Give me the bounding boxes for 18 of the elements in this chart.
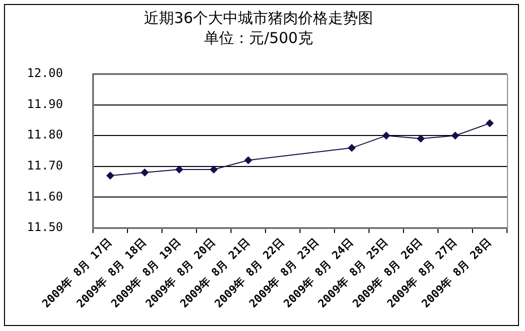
point (140, 168, 149, 177)
point (175, 165, 184, 174)
chart-subtitle: 单位：元/500克 (204, 28, 313, 47)
point (451, 132, 460, 140)
y-tick-label: 12.00 (26, 66, 63, 80)
point (416, 134, 425, 143)
y-tick-label: 11.70 (26, 158, 63, 173)
y-tick-label: 11.60 (26, 189, 63, 204)
y-tick-label: 11.80 (26, 128, 63, 142)
point (210, 165, 218, 174)
point (382, 132, 390, 140)
y-tick-label: 11.90 (26, 96, 63, 111)
point (244, 156, 252, 164)
point (348, 144, 356, 152)
point (106, 172, 114, 180)
y-tick-label: 11.50 (26, 220, 63, 234)
chart-title: 近期36个大中城市猪肉价格走势图 (144, 8, 374, 27)
point (486, 119, 494, 128)
